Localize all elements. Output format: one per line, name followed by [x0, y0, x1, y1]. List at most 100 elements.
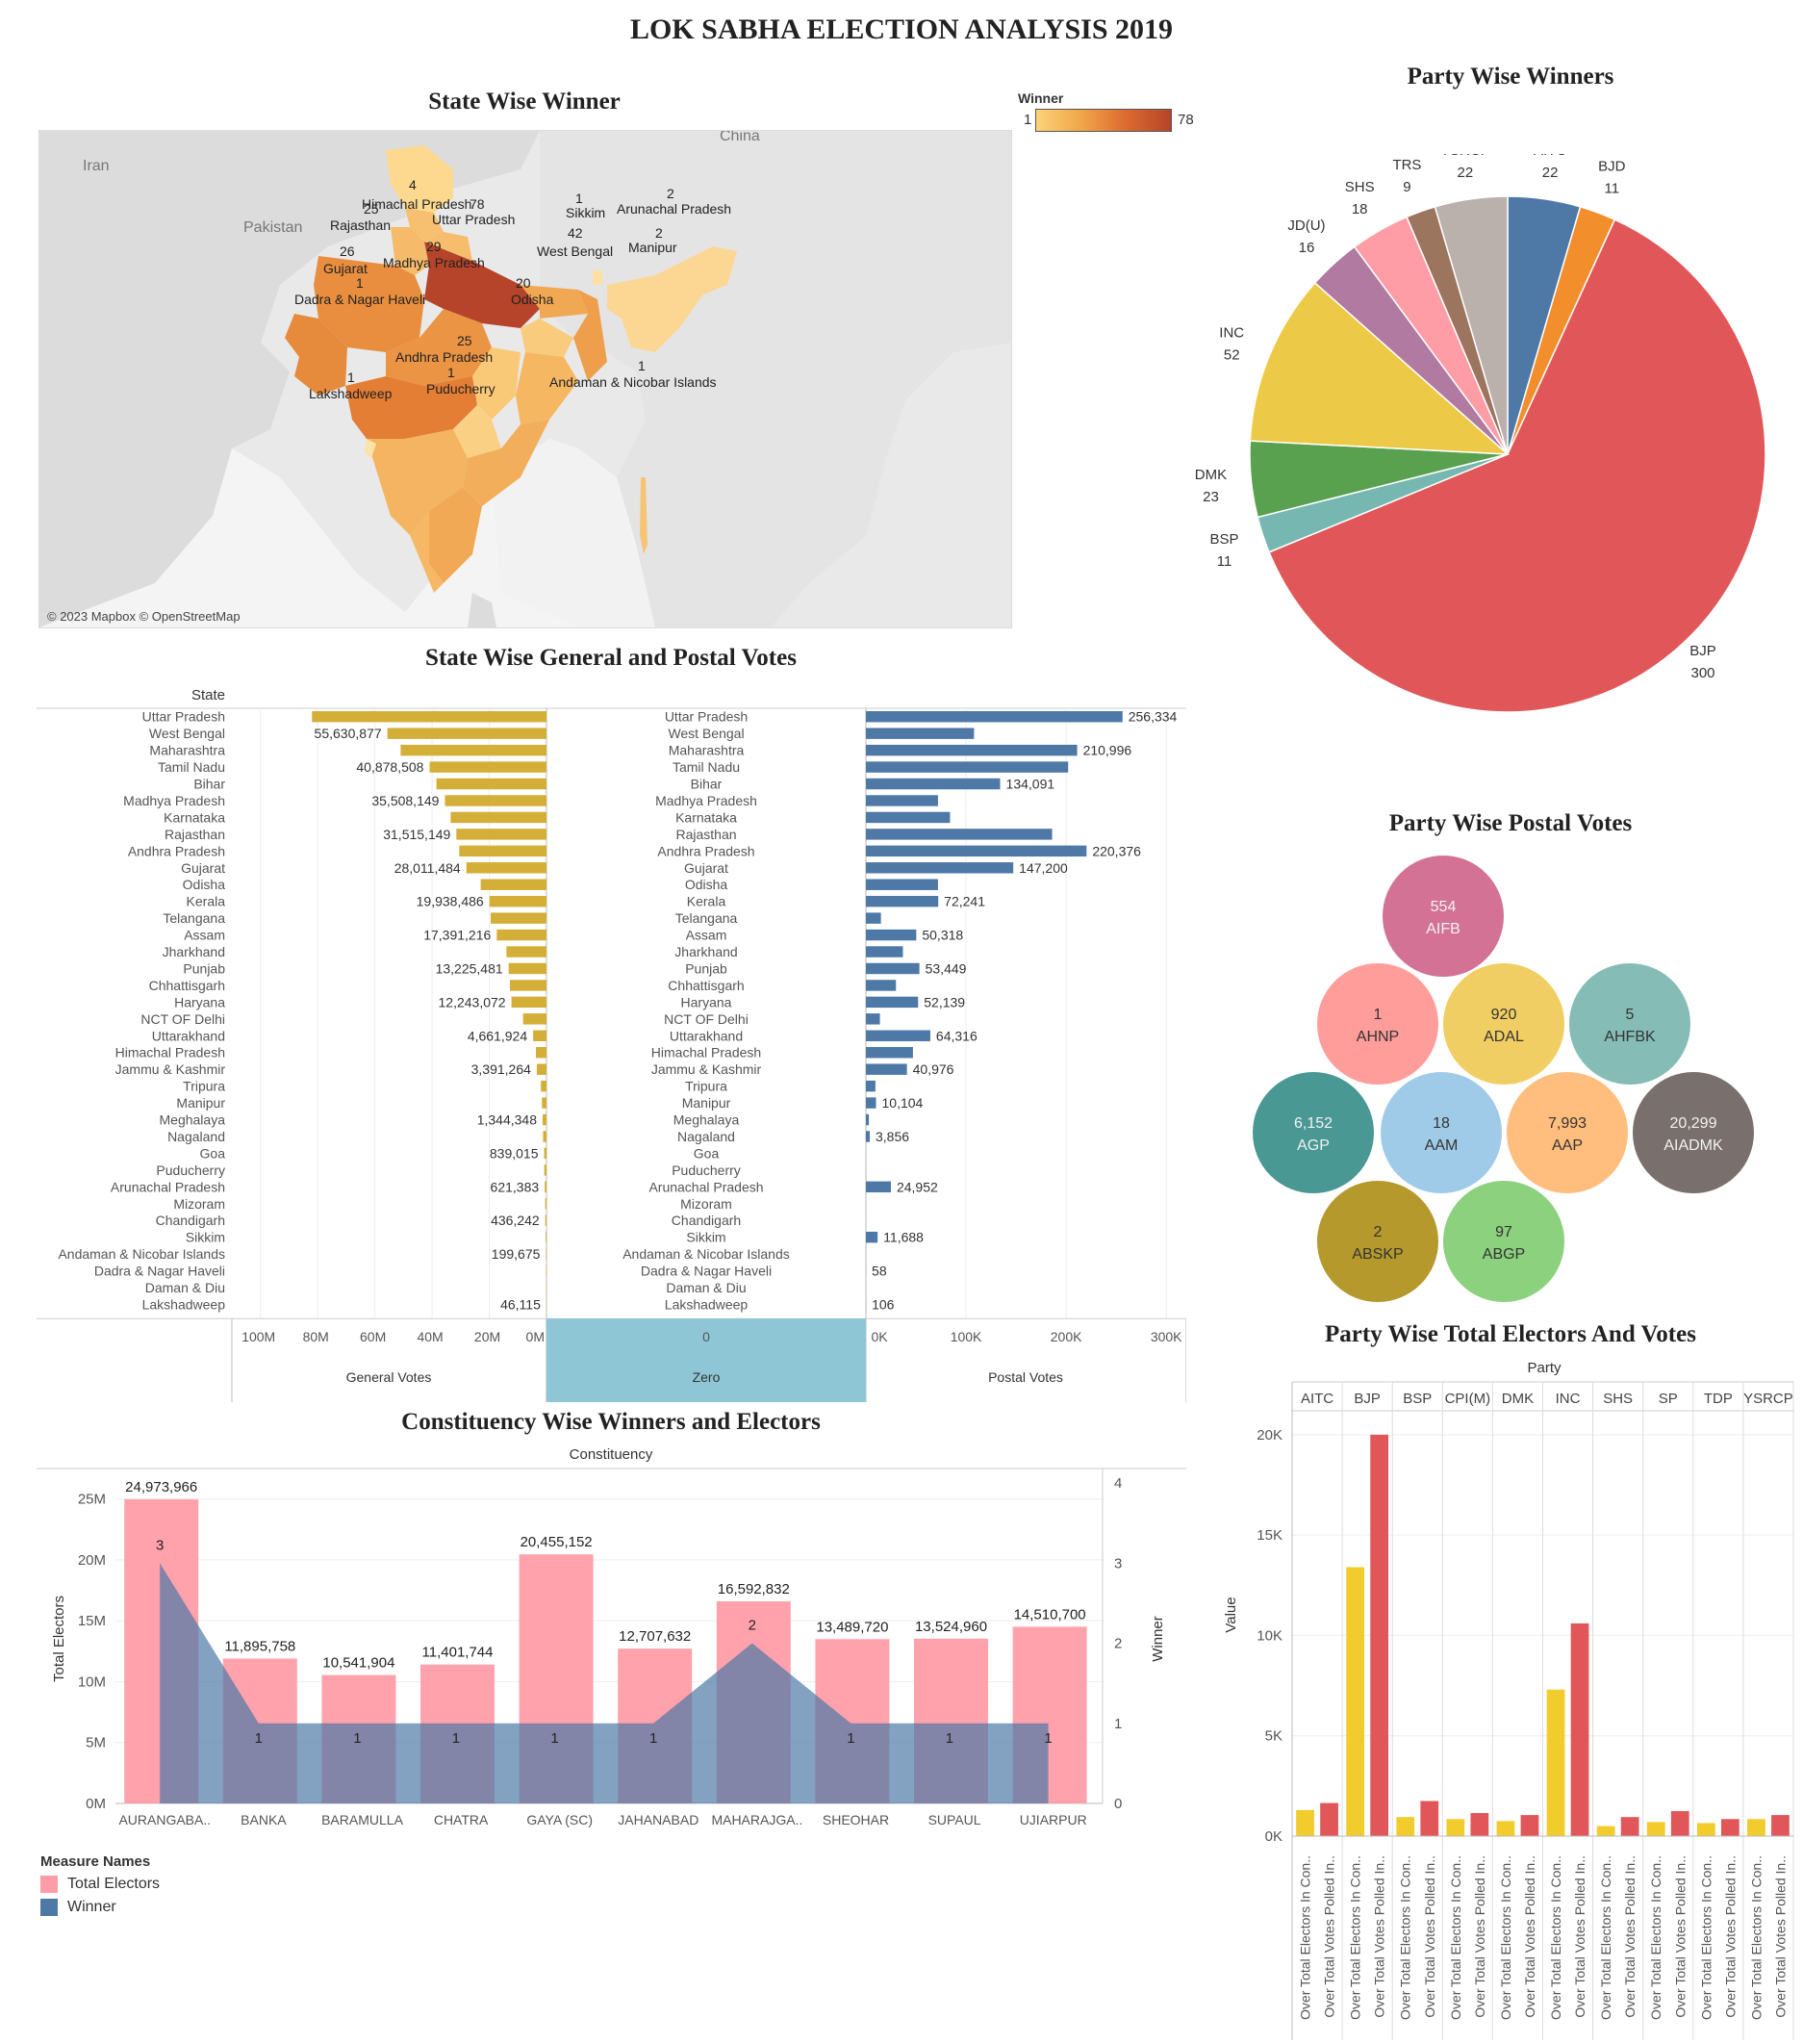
postal-bar[interactable]	[866, 829, 1053, 840]
electors-bar[interactable]	[1346, 1567, 1365, 1836]
general-bar[interactable]	[541, 1080, 546, 1092]
general-bar[interactable]	[508, 962, 546, 975]
state-tn[interactable]	[429, 487, 482, 583]
general-bar[interactable]	[536, 1063, 546, 1075]
pie-slice-ysrcp[interactable]	[1434, 195, 1509, 455]
postal-bar[interactable]	[866, 728, 975, 739]
postal-bar[interactable]	[866, 845, 1087, 857]
state-maharashtra[interactable]	[345, 376, 477, 439]
general-bar[interactable]	[436, 778, 546, 790]
postal-bar[interactable]	[866, 1013, 880, 1025]
votes-bar[interactable]	[1420, 1801, 1439, 1837]
postal-bar[interactable]	[866, 711, 1123, 723]
bubble-aiadmk[interactable]	[1631, 1070, 1756, 1195]
postal-bar[interactable]	[866, 811, 951, 824]
postal-bar[interactable]	[866, 996, 919, 1009]
state-votes-chart[interactable]: State Uttar Pradesh Uttar Pradesh 256,334 We…	[37, 685, 1186, 1402]
general-bar[interactable]	[466, 862, 546, 874]
general-bar[interactable]	[544, 1147, 546, 1160]
general-bar[interactable]	[456, 829, 546, 840]
general-bar[interactable]	[522, 1013, 546, 1025]
postal-bar[interactable]	[866, 912, 881, 924]
votes-bar[interactable]	[1720, 1819, 1740, 1836]
votes-bar[interactable]	[1670, 1810, 1689, 1836]
bubble-ahfbk[interactable]	[1567, 961, 1692, 1086]
electors-bar[interactable]	[1446, 1819, 1465, 1836]
state-karnataka[interactable]	[367, 429, 468, 535]
state-bihar[interactable]	[521, 285, 588, 319]
general-bar[interactable]	[533, 1030, 546, 1041]
electors-bar[interactable]	[1646, 1822, 1665, 1836]
general-bar[interactable]	[444, 795, 546, 806]
postal-bar[interactable]	[866, 1047, 913, 1059]
state-up[interactable]	[424, 242, 540, 328]
legend-item-winner[interactable]: Winner	[40, 1899, 160, 1916]
postal-bar[interactable]	[866, 761, 1069, 773]
general-bar[interactable]	[491, 912, 546, 924]
general-bar[interactable]	[544, 1164, 546, 1176]
constituency-chart[interactable]: Constituency 0M 5M 10M 15M 20M 25M 0 1 2 3 4 24,973,…	[37, 1442, 1186, 1855]
general-bar[interactable]	[450, 811, 546, 824]
electors-bar[interactable]	[1596, 1826, 1615, 1836]
postal-bar[interactable]	[866, 1131, 871, 1142]
party-electors-chart[interactable]: Party 0K 5K 10K 15K 20K Value AITC Over Total El…	[1212, 1355, 1797, 2040]
general-bar[interactable]	[480, 879, 546, 890]
general-bar[interactable]	[511, 996, 546, 1009]
electors-bar[interactable]	[1696, 1823, 1715, 1836]
state-jk[interactable]	[386, 145, 453, 213]
postal-bar[interactable]	[866, 1113, 870, 1126]
general-bar[interactable]	[489, 895, 546, 907]
postal-bar[interactable]	[866, 929, 917, 941]
general-bar[interactable]	[429, 761, 546, 773]
postal-bar[interactable]	[866, 1097, 876, 1109]
bubble-ahnp[interactable]	[1315, 961, 1440, 1086]
state-telangana[interactable]	[453, 405, 501, 458]
postal-bar[interactable]	[866, 879, 938, 890]
votes-bar[interactable]	[1620, 1817, 1639, 1836]
state-map[interactable]: Iran Pakistan China Himachal Pradesh 4 Uttar …	[38, 130, 1012, 628]
general-bar[interactable]	[506, 946, 546, 958]
state-wb[interactable]	[573, 290, 607, 381]
general-bar[interactable]	[312, 711, 546, 723]
state-kerala[interactable]	[410, 511, 444, 593]
state-sikkim[interactable]	[593, 270, 602, 285]
votes-bar[interactable]	[1570, 1622, 1589, 1836]
general-bar[interactable]	[543, 1131, 546, 1142]
state-uttarakhand[interactable]	[424, 232, 472, 261]
postal-bar[interactable]	[866, 1030, 930, 1041]
bubble-abgp[interactable]	[1441, 1179, 1566, 1304]
general-bar[interactable]	[542, 1097, 546, 1109]
legend-item-total-electors[interactable]: Total Electors	[40, 1876, 160, 1893]
postal-bar[interactable]	[866, 795, 938, 806]
votes-bar[interactable]	[1370, 1434, 1389, 1836]
votes-bar[interactable]	[1320, 1802, 1338, 1836]
general-bar[interactable]	[536, 1047, 546, 1059]
general-bar[interactable]	[400, 744, 546, 756]
state-ap[interactable]	[463, 420, 549, 506]
electors-bar[interactable]	[1546, 1689, 1565, 1836]
postal-bar[interactable]	[866, 980, 897, 991]
electors-bar[interactable]	[1496, 1821, 1515, 1836]
bubble-adal[interactable]	[1441, 961, 1566, 1086]
general-bar[interactable]	[543, 1113, 546, 1126]
winner-area[interactable]	[160, 1563, 1049, 1803]
postal-bar[interactable]	[866, 1231, 878, 1243]
general-bar[interactable]	[509, 980, 546, 991]
state-mp[interactable]	[386, 309, 492, 386]
votes-bar[interactable]	[1520, 1815, 1539, 1836]
electors-bar[interactable]	[1747, 1819, 1765, 1836]
general-bar[interactable]	[545, 1181, 546, 1193]
postal-bar[interactable]	[866, 1181, 891, 1193]
bubble-aap[interactable]	[1505, 1070, 1630, 1195]
postal-bar[interactable]	[866, 946, 903, 958]
state-punjab-haryana[interactable]	[391, 227, 429, 275]
postal-bar[interactable]	[866, 862, 1014, 874]
electors-bar[interactable]	[1296, 1809, 1314, 1836]
state-goa[interactable]	[365, 439, 376, 458]
party-postal-bubbles[interactable]: 554 AIFB 1 AHNP 920 ADAL 5 AHFBK 6,152 AGP 18 AAM 7,…	[1241, 847, 1780, 1309]
postal-bar[interactable]	[866, 744, 1078, 756]
general-bar[interactable]	[387, 728, 546, 739]
pie-slice-bjp[interactable]	[1268, 218, 1766, 713]
postal-bar[interactable]	[866, 895, 939, 907]
state-jharkhand[interactable]	[521, 319, 573, 357]
